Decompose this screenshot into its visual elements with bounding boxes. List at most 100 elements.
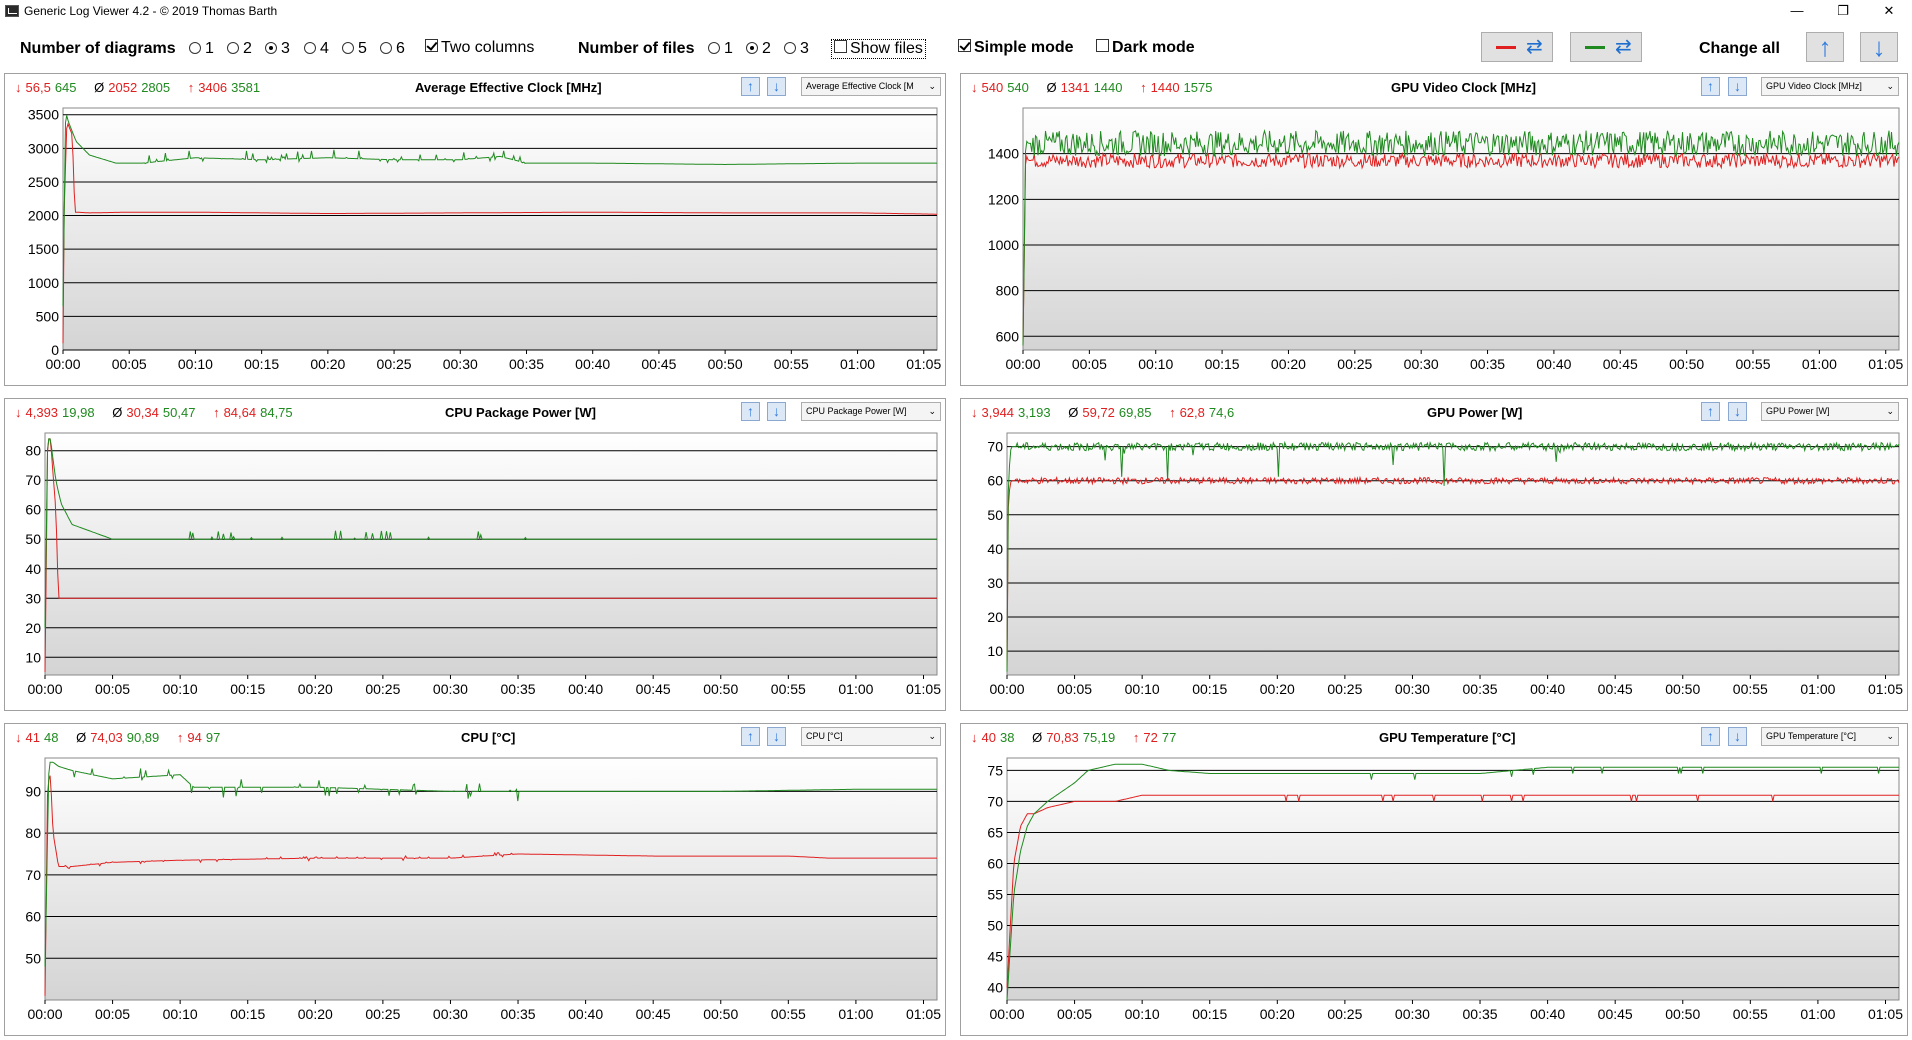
panel-header: ↓ 40 38 Ø 70,83 75,19 ↑ 72 77 GPU Temperature … <box>961 724 1907 750</box>
y-tick-label: 60 <box>987 473 1003 489</box>
panel-up-button[interactable]: ↑ <box>741 727 760 746</box>
x-tick-label: 00:55 <box>1735 356 1770 372</box>
x-tick-label: 00:55 <box>774 356 809 372</box>
max-symbol: ↑ <box>1140 80 1147 95</box>
x-tick-label: 00:20 <box>310 356 345 372</box>
x-tick-label: 00:45 <box>1598 1006 1633 1022</box>
panel-header: ↓ 4,393 19,98 Ø 30,34 50,47 ↑ 84,64 84,75 CPU … <box>5 399 945 425</box>
min-value-file1: 540 <box>981 80 1004 95</box>
swap-file-1-button[interactable]: ⇄ <box>1481 32 1553 62</box>
line-chart: 10 20 30 40 50 60 70 00:00 00:05 00:10 00:15 00:20 0… <box>987 432 1903 697</box>
avg-value-file2: 75,19 <box>1082 730 1116 745</box>
x-tick-label: 00:40 <box>1530 681 1565 697</box>
line-chart: 10 20 30 40 50 60 70 80 00:00 00:05 00:10 00:15 00:2… <box>25 432 941 697</box>
diagrams-radio-6[interactable]: 6 <box>380 40 405 58</box>
chevron-down-icon: ⌄ <box>1886 731 1894 741</box>
arrow-down-icon: ↓ <box>773 403 780 419</box>
panel-down-button[interactable]: ↓ <box>767 77 786 96</box>
chart-panel-3: ↓ 4,393 19,98 Ø 30,34 50,47 ↑ 84,64 84,75 CPU … <box>4 398 946 711</box>
max-value-file1: 94 <box>187 730 202 745</box>
x-tick-label: 00:00 <box>989 1006 1024 1022</box>
dark-mode-checkbox[interactable]: Dark mode <box>1096 39 1195 57</box>
minimize-button[interactable]: — <box>1790 3 1804 18</box>
panel-up-button[interactable]: ↑ <box>741 77 760 96</box>
panel-up-button[interactable]: ↑ <box>1701 77 1720 96</box>
x-tick-label: 00:35 <box>501 681 536 697</box>
y-tick-label: 20 <box>987 609 1003 625</box>
x-tick-label: 00:15 <box>1192 1006 1227 1022</box>
sensor-select[interactable]: GPU Temperature [°C] ⌄ <box>1761 727 1899 746</box>
radio-dot-icon <box>380 42 392 54</box>
panel-down-button[interactable]: ↓ <box>1728 727 1747 746</box>
avg-value-file2: 1440 <box>1093 80 1123 95</box>
files-radio-2[interactable]: 2 <box>746 40 771 58</box>
panel-header: ↓ 56,5 645 Ø 2052 2805 ↑ 3406 3581 Average Eff… <box>5 74 945 100</box>
panel-down-button[interactable]: ↓ <box>767 727 786 746</box>
x-tick-label: 00:20 <box>298 681 333 697</box>
two-columns-checkbox[interactable]: Two columns <box>425 39 534 57</box>
x-tick-label: 01:05 <box>1868 356 1903 372</box>
files-radio-1[interactable]: 1 <box>708 40 733 58</box>
restore-button[interactable]: ❐ <box>1837 3 1849 18</box>
y-tick-label: 800 <box>996 283 1020 299</box>
sensor-select[interactable]: GPU Power [W] ⌄ <box>1761 402 1899 421</box>
panel-stats: ↓ 3,944 3,193 Ø 59,72 69,85 ↑ 62,8 74,6 <box>971 405 1238 420</box>
x-tick-label: 00:05 <box>1057 681 1092 697</box>
sensor-select[interactable]: CPU Package Power [W] ⌄ <box>801 402 941 421</box>
x-tick-label: 00:40 <box>568 681 603 697</box>
panel-down-button[interactable]: ↓ <box>1728 402 1747 421</box>
x-tick-label: 00:15 <box>230 1006 265 1022</box>
panel-up-button[interactable]: ↑ <box>1701 727 1720 746</box>
panel-down-button[interactable]: ↓ <box>767 402 786 421</box>
min-value-file1: 56,5 <box>25 80 51 95</box>
show-files-checkbox[interactable]: Show files <box>831 39 926 59</box>
diagrams-radio-1[interactable]: 1 <box>189 40 214 58</box>
swap-file-2-button[interactable]: ⇄ <box>1570 32 1642 62</box>
x-tick-label: 01:00 <box>838 681 873 697</box>
sensor-select[interactable]: CPU [°C] ⌄ <box>801 727 941 746</box>
panel-down-button[interactable]: ↓ <box>1728 77 1747 96</box>
avg-value-file2: 69,85 <box>1118 405 1152 420</box>
x-tick-label: 00:30 <box>1404 356 1439 372</box>
y-tick-label: 0 <box>51 342 59 358</box>
radio-dot-icon <box>189 42 201 54</box>
diagrams-radio-3[interactable]: 3 <box>265 40 290 58</box>
panel-header: ↓ 540 540 Ø 1341 1440 ↑ 1440 1575 GPU Video Cl… <box>961 74 1907 100</box>
x-tick-label: 00:45 <box>636 1006 671 1022</box>
refresh-icon: ⇄ <box>1615 36 1632 58</box>
y-tick-label: 1000 <box>988 237 1019 253</box>
min-symbol: ↓ <box>15 405 22 420</box>
y-tick-label: 3000 <box>28 140 59 156</box>
sensor-select[interactable]: Average Effective Clock [M ⌄ <box>801 77 941 96</box>
y-tick-label: 1200 <box>988 191 1019 207</box>
y-tick-label: 10 <box>987 643 1003 659</box>
y-tick-label: 30 <box>25 590 41 606</box>
x-tick-label: 00:25 <box>377 356 412 372</box>
min-value-file2: 645 <box>54 80 77 95</box>
diagrams-radio-4[interactable]: 4 <box>304 40 329 58</box>
panel-up-button[interactable]: ↑ <box>1701 402 1720 421</box>
series-line-file2 <box>44 761 937 967</box>
x-tick-label: 01:05 <box>1868 681 1903 697</box>
min-symbol: ↓ <box>971 405 978 420</box>
arrow-up-icon: ↑ <box>747 728 754 744</box>
y-tick-label: 50 <box>25 531 41 547</box>
simple-mode-checkbox[interactable]: Simple mode <box>958 39 1074 57</box>
files-radio-3[interactable]: 3 <box>784 40 809 58</box>
diagrams-radio-5[interactable]: 5 <box>342 40 367 58</box>
diagrams-radio-2[interactable]: 2 <box>227 40 252 58</box>
avg-symbol: Ø <box>1068 405 1079 420</box>
number-of-files-label: Number of files <box>578 40 695 57</box>
close-button[interactable]: ✕ <box>1883 3 1895 18</box>
x-tick-label: 01:00 <box>1800 681 1835 697</box>
panel-up-button[interactable]: ↑ <box>741 402 760 421</box>
y-tick-label: 60 <box>25 909 41 925</box>
avg-value-file1: 1341 <box>1060 80 1090 95</box>
change-all-down-button[interactable]: ↓ <box>1860 32 1898 62</box>
sensor-select[interactable]: GPU Video Clock [MHz] ⌄ <box>1761 77 1899 96</box>
y-tick-label: 75 <box>987 762 1003 778</box>
change-all-up-button[interactable]: ↑ <box>1806 32 1844 62</box>
line-chart: 50 60 70 80 90 00:00 00:05 00:10 00:15 00:20 00:25… <box>25 757 941 1022</box>
title-bar: Generic Log Viewer 4.2 - © 2019 Thomas B… <box>0 0 1912 22</box>
window-title: Generic Log Viewer 4.2 - © 2019 Thomas B… <box>24 4 278 18</box>
